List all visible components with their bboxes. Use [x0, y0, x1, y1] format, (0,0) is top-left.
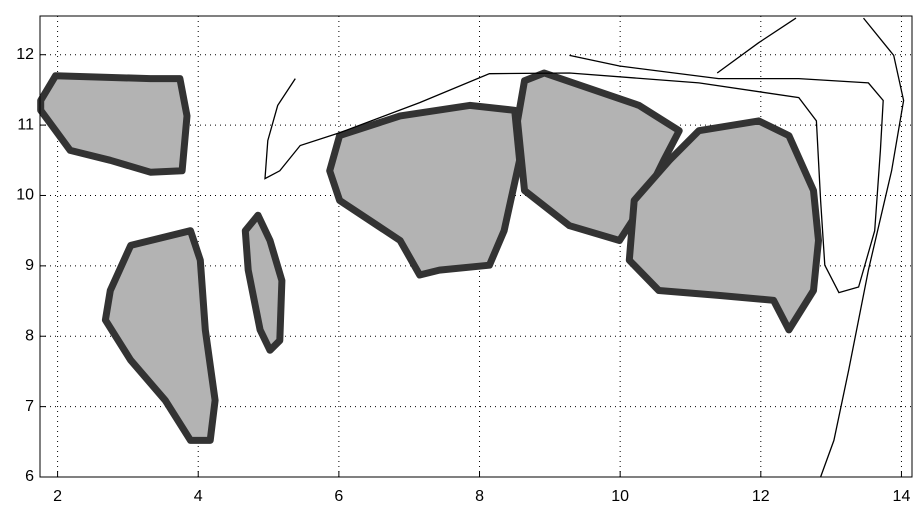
boundary-line: [716, 17, 797, 74]
y-tick-label: 9: [25, 257, 34, 274]
y-tick-label: 11: [17, 116, 34, 133]
boundary-line: [264, 54, 884, 294]
y-tick-label: 12: [16, 46, 34, 63]
y-tick-label: 8: [25, 327, 34, 344]
x-tick-label: 10: [611, 488, 629, 505]
y-tick-label: 10: [16, 187, 34, 204]
region: [241, 211, 286, 354]
region: [326, 101, 524, 279]
x-tick-label: 12: [752, 488, 770, 505]
x-tick-label: 14: [893, 488, 911, 505]
y-tick-label: 6: [25, 468, 34, 485]
x-tick-label: 2: [53, 488, 62, 505]
axes-box: [39, 15, 913, 478]
region: [101, 227, 219, 444]
region: [625, 117, 822, 334]
x-tick-label: 6: [334, 488, 343, 505]
boundary-line: [819, 17, 905, 478]
x-tick-label: 8: [475, 488, 484, 505]
region: [37, 72, 191, 176]
x-tick-label: 4: [194, 488, 203, 505]
y-tick-label: 7: [25, 398, 34, 415]
